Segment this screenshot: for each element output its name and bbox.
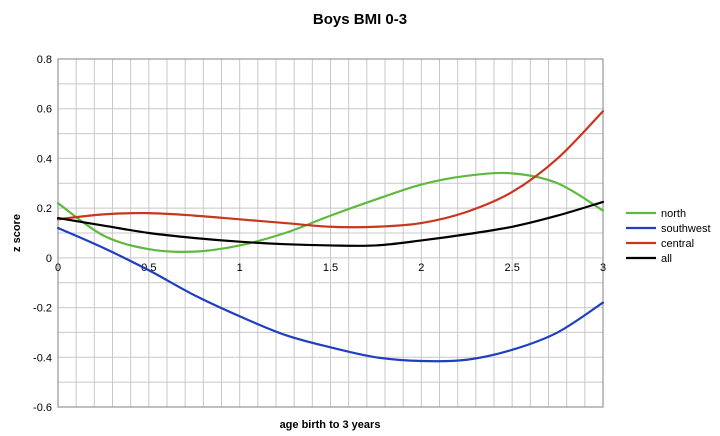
x-tick-label: 0.5 [141, 262, 156, 274]
series-lines [56, 110, 605, 363]
y-tick-label: 0.4 [37, 153, 52, 165]
plot-frame [57, 58, 604, 408]
y-tick-label: -0.2 [33, 303, 52, 315]
series-line-north [56, 171, 605, 253]
legend-label-central: central [661, 238, 694, 250]
x-tick-labels: 0 0.5 1 1.5 2 2.5 3 [55, 262, 606, 274]
x-tick-label: 0 [55, 262, 61, 274]
legend-label-all: all [661, 253, 672, 265]
y-tick-label: 0.8 [37, 54, 52, 66]
legend-label-southwest: southwest [661, 223, 711, 235]
y-tick-label: 0 [46, 253, 52, 265]
legend-label-north: north [661, 208, 686, 220]
series-line-southwest [56, 226, 605, 363]
y-tick-label: 0.2 [37, 203, 52, 215]
x-tick-label: 2.5 [505, 262, 520, 274]
y-axis-label: z score [11, 214, 23, 252]
series-line-all [56, 200, 605, 247]
x-tick-label: 1 [237, 262, 243, 274]
x-tick-label: 2 [418, 262, 424, 274]
x-axis-label: age birth to 3 years [280, 419, 381, 431]
y-tick-labels: -0.6 -0.4 -0.2 0 0.2 0.4 0.6 0.8 [33, 54, 52, 414]
grid [57, 58, 604, 408]
series-line-central [56, 110, 605, 229]
y-tick-label: -0.4 [33, 352, 52, 364]
chart-title: Boys BMI 0-3 [313, 11, 407, 28]
x-tick-label: 3 [600, 262, 606, 274]
legend: north southwest central all [626, 208, 711, 265]
y-tick-label: 0.6 [37, 104, 52, 116]
x-tick-label: 1.5 [323, 262, 338, 274]
y-tick-label: -0.6 [33, 402, 52, 414]
